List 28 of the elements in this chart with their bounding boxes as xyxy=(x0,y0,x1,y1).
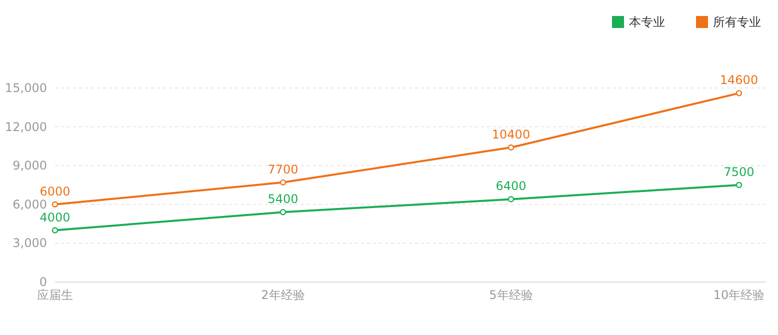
point xyxy=(52,227,58,234)
legend-label: 本专业 xyxy=(629,15,665,29)
x-tick-label: 10年经验 xyxy=(713,288,765,302)
point xyxy=(280,179,286,186)
data-label: 5400 xyxy=(268,192,298,206)
data-label: 14600 xyxy=(720,73,758,88)
x-tick-label: 5年经验 xyxy=(489,288,533,302)
point xyxy=(736,90,742,96)
data-label: 10400 xyxy=(492,127,530,142)
y-tick-label: 6,000 xyxy=(12,197,47,212)
data-label: 7700 xyxy=(268,162,298,176)
point xyxy=(736,182,742,188)
data-label: 6400 xyxy=(496,179,526,194)
point xyxy=(52,201,58,208)
y-tick-label: 9,000 xyxy=(12,158,47,173)
x-tick-label: 2年经验 xyxy=(261,288,305,302)
data-label: 4000 xyxy=(40,210,70,224)
y-tick-label: 0 xyxy=(39,275,47,289)
y-tick-label: 12,000 xyxy=(5,120,47,134)
data-label: 6000 xyxy=(40,184,70,198)
point xyxy=(508,196,514,202)
data-label: 7500 xyxy=(724,165,754,179)
point xyxy=(280,209,286,216)
point xyxy=(508,144,514,151)
y-tick-label: 15,000 xyxy=(5,81,47,95)
x-tick-label: 应届生 xyxy=(37,288,73,302)
y-tick-label: 3,000 xyxy=(12,236,47,250)
legend-label: 所有专业 xyxy=(713,15,761,29)
